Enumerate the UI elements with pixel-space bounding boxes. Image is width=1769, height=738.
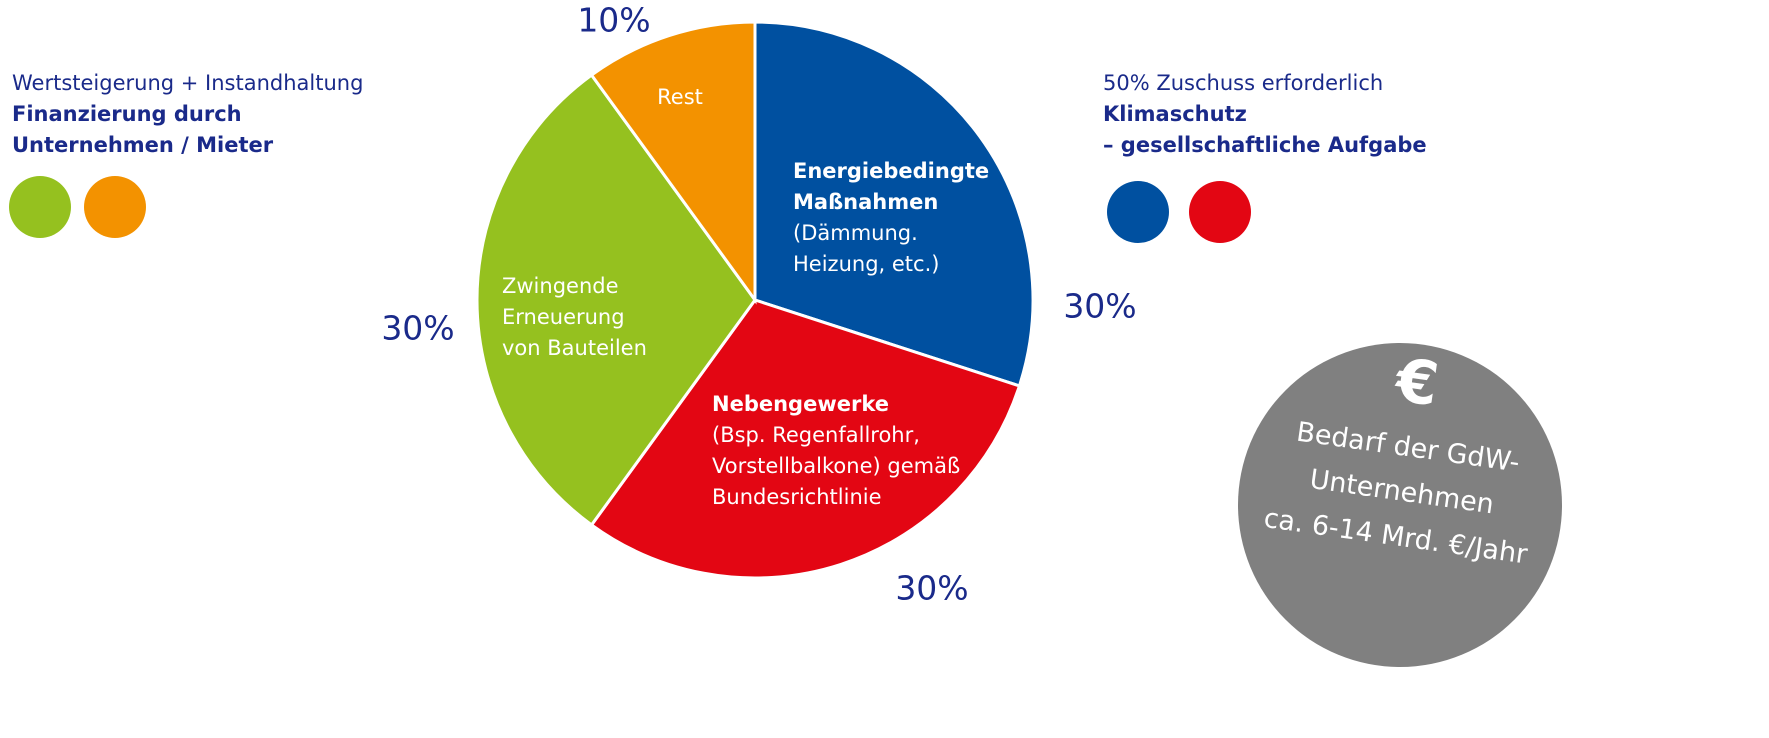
note-line: 50% Zuschuss erforderlich	[1103, 71, 1383, 95]
pie-slice	[475, 72, 757, 528]
slice-label-bold: Maßnahmen	[793, 190, 938, 214]
note-bold: – gesellschaftliche Aufgabe	[1103, 133, 1427, 157]
pie-slice	[589, 298, 1022, 580]
value-label: 30%	[1063, 287, 1136, 326]
color-dot	[84, 176, 146, 238]
slice-label: Heizung, etc.)	[793, 252, 939, 276]
color-dot	[1189, 181, 1251, 243]
color-dot	[9, 176, 71, 238]
value-label: 30%	[381, 309, 454, 348]
slice-label-bold: Nebengewerke	[712, 392, 889, 416]
slice-label: (Dämmung.	[793, 221, 918, 245]
note-bold: Klimaschutz	[1103, 102, 1247, 126]
color-dot	[1107, 181, 1169, 243]
pie-slice	[589, 20, 757, 305]
value-label: 10%	[577, 1, 650, 40]
note-bold: Unternehmen / Mieter	[12, 133, 274, 157]
value-label: 30%	[895, 569, 968, 608]
slice-label: Bundesrichtlinie	[712, 485, 882, 509]
note-bold: Finanzierung durch	[12, 102, 242, 126]
badge-circle	[1238, 343, 1562, 667]
slice-label: (Bsp. Regenfallrohr,	[712, 423, 920, 447]
slice-label-bold: Energiebedingte	[793, 159, 989, 183]
slice-label: Erneuerung	[502, 305, 625, 329]
slice-label: Vorstellbalkone) gemäß	[712, 454, 960, 478]
note-line: Wertsteigerung + Instandhaltung	[12, 71, 363, 95]
slice-label: von Bauteilen	[502, 336, 647, 360]
slice-label: Rest	[657, 85, 703, 109]
slice-label: Zwingende	[502, 274, 619, 298]
pie-slice	[753, 20, 1035, 388]
